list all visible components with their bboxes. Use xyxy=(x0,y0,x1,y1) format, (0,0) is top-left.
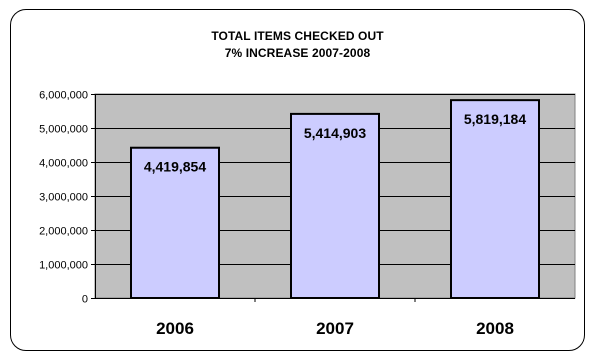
y-tick-label: 0 xyxy=(82,294,88,306)
bar-2008 xyxy=(450,99,540,299)
bar-2007 xyxy=(290,112,380,299)
chart-subtitle: 7% INCREASE 2007-2008 xyxy=(224,46,371,60)
y-tick-label: 5,000,000 xyxy=(39,124,88,136)
y-tick-label: 6,000,000 xyxy=(39,90,88,102)
x-tick-label-2006: 2006 xyxy=(156,319,194,338)
x-tick-label-2008: 2008 xyxy=(476,319,514,338)
data-label-2006: 4,419,854 xyxy=(144,159,206,175)
data-label-2007: 5,414,903 xyxy=(304,125,366,141)
y-tick-label: 1,000,000 xyxy=(39,260,88,272)
bar-2006 xyxy=(130,146,220,299)
data-label-2008: 5,819,184 xyxy=(464,111,526,127)
y-tick-label: 3,000,000 xyxy=(39,192,88,204)
chart-title: TOTAL ITEMS CHECKED OUT xyxy=(211,29,384,43)
x-tick-label-2007: 2007 xyxy=(316,319,354,338)
y-tick-label: 4,000,000 xyxy=(39,158,88,170)
y-tick-label: 2,000,000 xyxy=(39,226,88,238)
